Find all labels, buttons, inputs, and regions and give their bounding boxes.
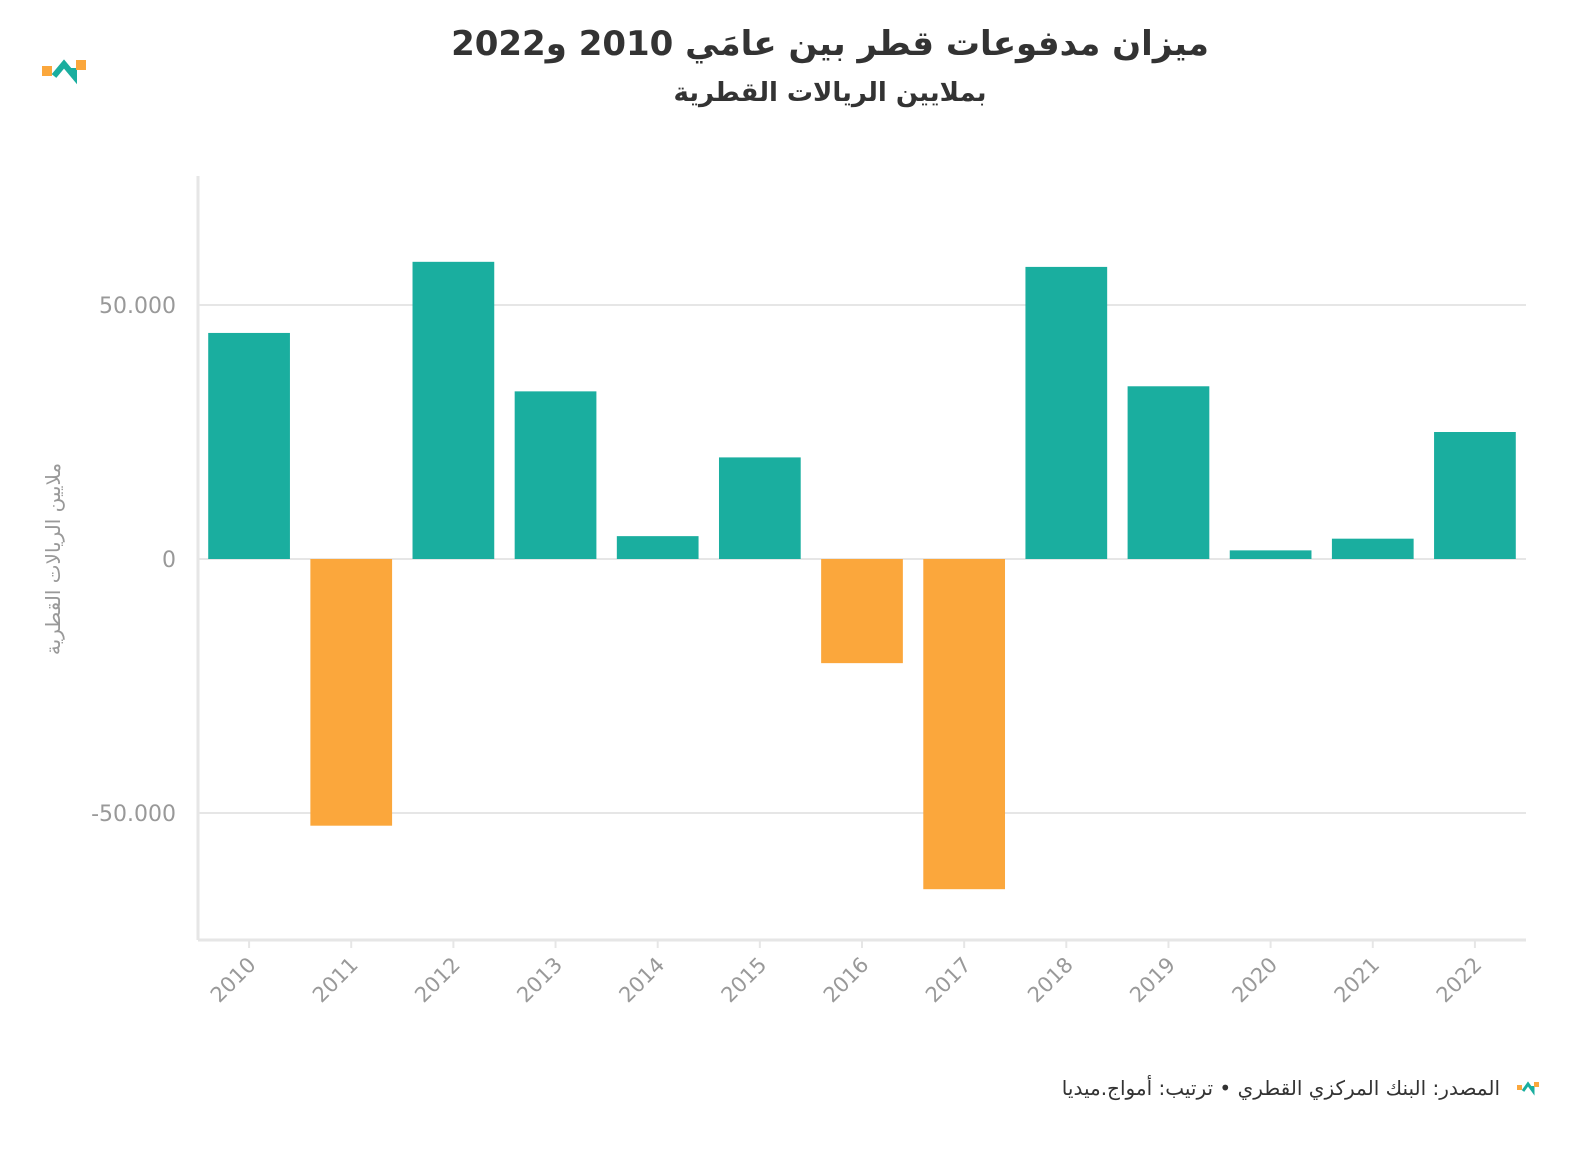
bar-2010 [208, 332, 290, 559]
x-tick-label: 2021 [1330, 953, 1385, 1008]
x-tick-label: 2018 [1023, 953, 1078, 1008]
y-axis-label: ملايين الريالات القطرية [41, 463, 65, 655]
x-tick-label: 2010 [206, 953, 261, 1008]
bar-2019 [1127, 386, 1210, 559]
y-tick-label: 50.000 [99, 294, 176, 319]
source-footer: المصدر: البنك المركزي القطري • ترتيب: أم… [1061, 1076, 1500, 1100]
x-tick-label: 2017 [921, 953, 976, 1008]
x-tick-labels: 2010 2011 2012 2013 2014 2015 2016 2017 2018 2019… [206, 953, 1487, 1008]
bar-2014 [616, 536, 699, 559]
bar-2015 [718, 457, 801, 559]
x-tick-label: 2020 [1227, 953, 1282, 1008]
bar-2011 [310, 559, 393, 826]
y-tick-labels: 50.000 0 -50.000 [91, 294, 176, 827]
x-tick-label: 2019 [1125, 953, 1180, 1008]
x-tick-label: 2011 [308, 953, 363, 1008]
chart-title: ميزان مدفوعات قطر بين عامَي 2010 و2022 [451, 24, 1209, 64]
y-tick-label: -50.000 [91, 802, 176, 827]
bar-2022 [1434, 432, 1516, 559]
y-tick-label: 0 [162, 548, 176, 573]
bar-2021 [1331, 538, 1414, 559]
bar-2016 [821, 559, 903, 664]
x-tick-label: 2016 [819, 953, 874, 1008]
bar-2017 [923, 559, 1006, 890]
x-tick-label: 2013 [512, 953, 567, 1008]
chart-subtitle: بملايين الريالات القطرية [673, 78, 987, 108]
x-tick-label: 2015 [717, 953, 772, 1008]
axes [196, 176, 1526, 948]
x-tick-label: 2014 [614, 953, 669, 1008]
amwaj-logo-icon [42, 59, 86, 85]
bar-2013 [514, 391, 597, 559]
x-tick-label: 2022 [1432, 953, 1487, 1008]
x-tick-label: 2012 [410, 953, 465, 1008]
bars [208, 261, 1516, 890]
bar-2020 [1229, 550, 1312, 559]
bar-2012 [412, 261, 495, 559]
amwaj-footer-logo-icon [1517, 1081, 1539, 1096]
bar-2018 [1025, 266, 1108, 559]
